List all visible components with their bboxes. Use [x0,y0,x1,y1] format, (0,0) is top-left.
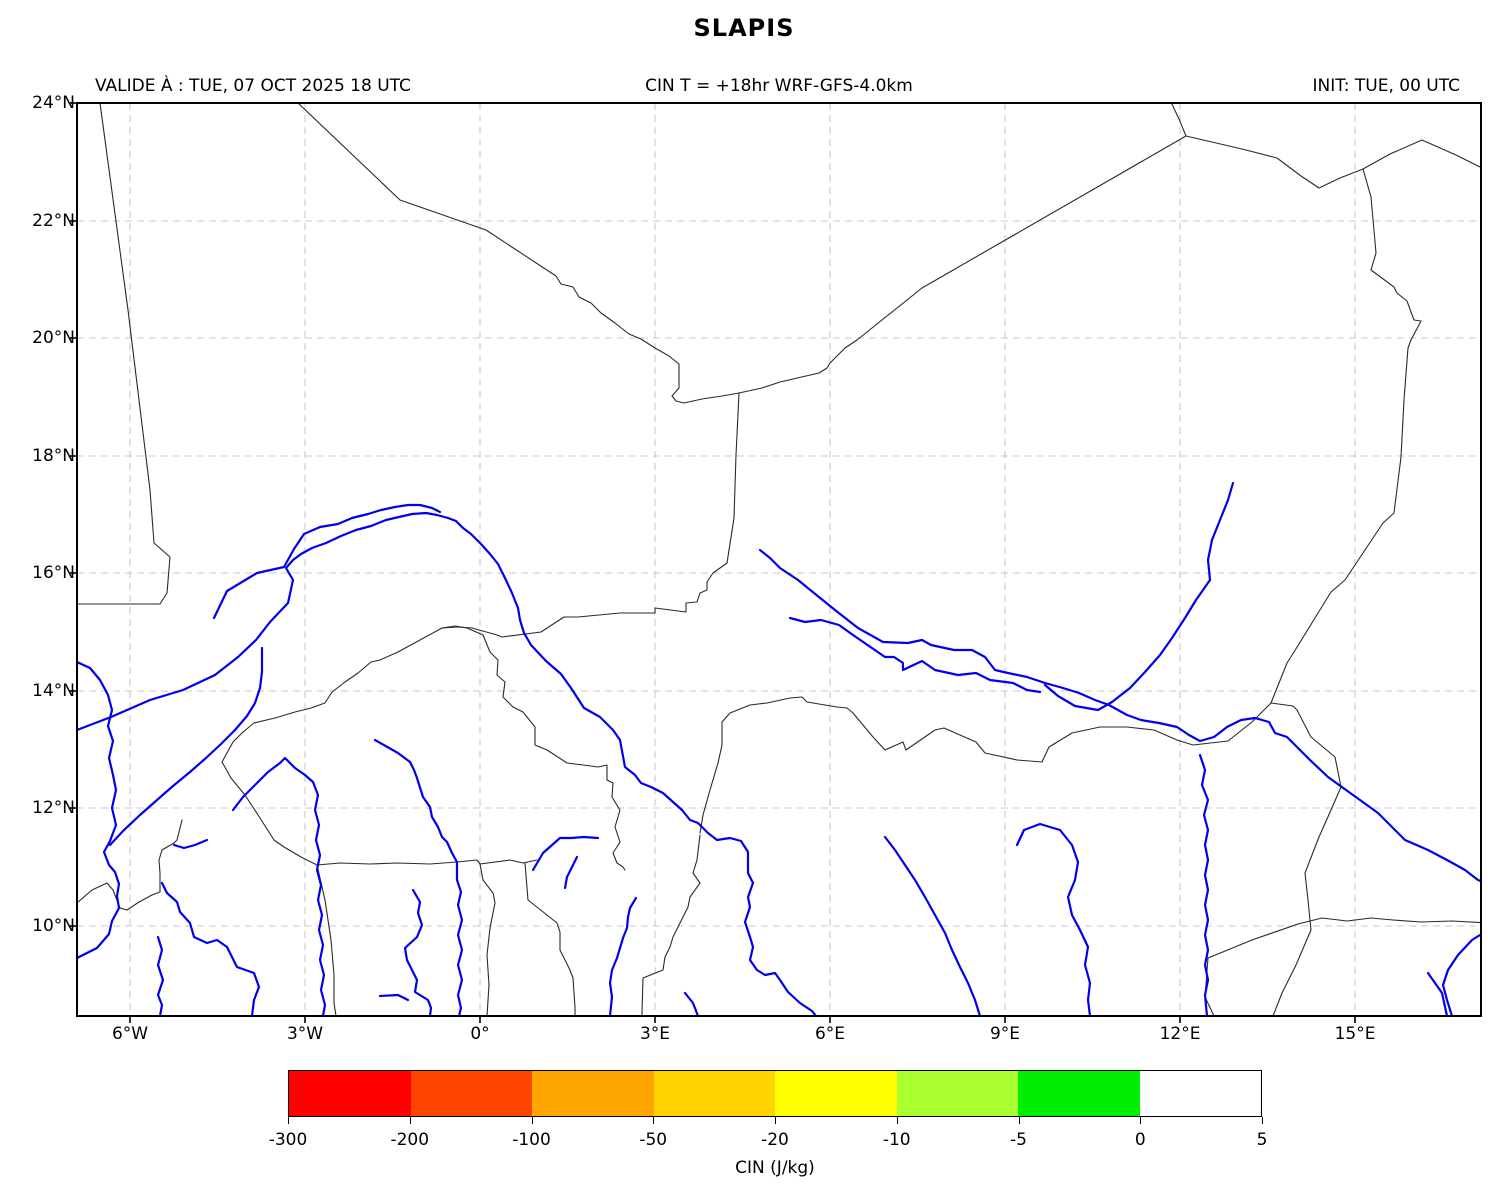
page-title: SLAPIS [693,14,795,42]
colorbar-segment [1018,1071,1140,1116]
colorbar-tick [896,1117,898,1124]
colorbar-segment [1139,1071,1261,1116]
colorbar-tick [1262,1117,1263,1124]
colorbar-tick-label: 0 [1134,1130,1146,1150]
lon-tick-label: 6°W [111,1024,149,1044]
lat-tick-label: 24°N [32,93,75,113]
colorbar-segment [289,1071,411,1116]
lat-tick-label: 16°N [32,563,75,583]
colorbar-segment [532,1071,654,1116]
colorbar-tick [288,1117,289,1124]
lat-tick-label: 20°N [32,328,75,348]
colorbar-tick [775,1117,776,1124]
colorbar-tick-label: -50 [639,1130,668,1150]
colorbar-tick [1140,1117,1142,1124]
lon-tick-label: 3°W [286,1024,324,1044]
lon-tick-label: 12°E [1159,1024,1201,1044]
lon-tick-label: 9°E [989,1024,1021,1044]
colorbar-unit-label: CIN (J/kg) [735,1158,815,1178]
colorbar-tick [1018,1117,1020,1124]
valid-time-label: VALIDE À : TUE, 07 OCT 2025 18 UTC [95,76,411,96]
colorbar-segment [653,1071,775,1116]
lat-tick-label: 22°N [32,211,75,231]
colorbar [288,1070,1262,1117]
lon-tick-label: 3°E [639,1024,671,1044]
colorbar-tick-label: 5 [1256,1130,1268,1150]
colorbar-tick-label: -10 [882,1130,911,1150]
lon-tick-label: 6°E [814,1024,846,1044]
colorbar-tick [531,1117,533,1124]
colorbar-tick-label: -5 [1010,1130,1027,1150]
colorbar-tick [409,1117,411,1124]
colorbar-segment [896,1071,1018,1116]
colorbar-tick-label: -20 [761,1130,789,1150]
colorbar-segment [410,1071,532,1116]
lon-tick-label: 0° [470,1024,490,1044]
colorbar-tick-label: -300 [268,1130,308,1150]
init-time-label: INIT: TUE, 00 UTC [1312,76,1460,96]
colorbar-tick [653,1117,655,1124]
lat-tick-label: 18°N [32,446,75,466]
lat-tick-label: 12°N [32,798,75,818]
colorbar-segment [775,1071,897,1116]
lat-tick-label: 14°N [32,681,75,701]
colorbar-tick-label: -200 [390,1130,430,1150]
lon-tick-label: 15°E [1334,1024,1376,1044]
lat-tick-label: 10°N [32,916,75,936]
colorbar-tick-label: -100 [512,1130,551,1150]
model-forecast-label: CIN T = +18hr WRF-GFS-4.0km [645,76,913,96]
